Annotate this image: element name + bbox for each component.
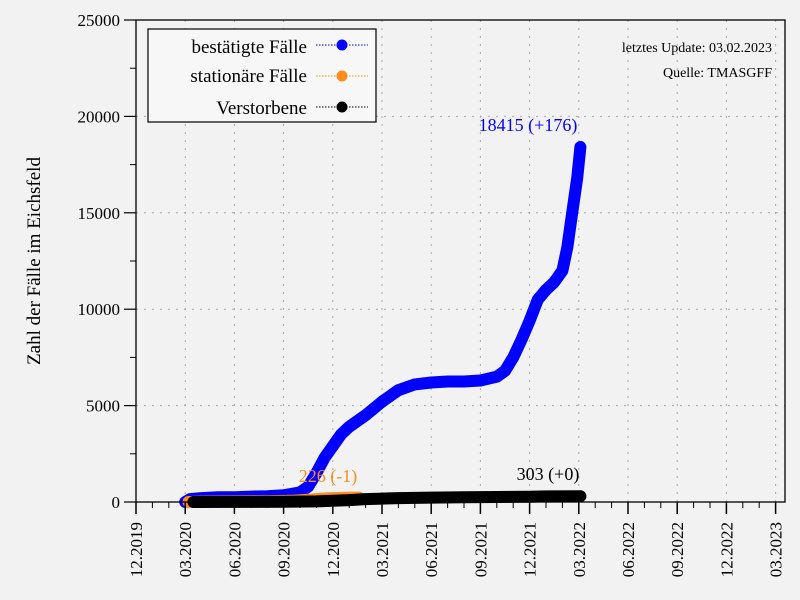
legend-item-hospital: stationäre Fälle xyxy=(190,66,368,87)
x-tick-label: 06.2020 xyxy=(225,522,244,577)
update-note: letztes Update: 03.02.2023 xyxy=(622,41,772,56)
y-tick-label: 20000 xyxy=(78,107,121,126)
y-axis: 0 5000 10000 15000 20000 25000 xyxy=(78,11,136,512)
x-tick-label: 03.2023 xyxy=(767,522,786,577)
y-tick-label: 0 xyxy=(112,493,121,512)
legend-marker-icon xyxy=(336,39,348,51)
x-tick-label: 06.2021 xyxy=(422,522,441,577)
legend-label: Verstorbene xyxy=(216,98,307,119)
x-tick-label: 09.2022 xyxy=(668,522,687,577)
x-tick-label: 03.2021 xyxy=(373,522,392,577)
x-tick-label: 12.2022 xyxy=(717,522,736,577)
x-axis: 12.2019 03.2020 06.2020 09.2020 12.2020 03.20… xyxy=(127,502,786,577)
x-tick-label: 06.2022 xyxy=(619,522,638,577)
legend-label: bestätigte Fälle xyxy=(191,37,307,58)
legend: bestätigte Fälle stationäre Fälle Versto… xyxy=(147,28,377,123)
legend-item-confirmed: bestätigte Fälle xyxy=(191,37,368,58)
hospital-end-label: 226 (-1) xyxy=(299,466,357,487)
y-tick-label: 25000 xyxy=(78,11,121,30)
y-tick-label: 15000 xyxy=(78,204,121,223)
y-tick-label: 10000 xyxy=(78,300,121,319)
x-tick-label: 03.2020 xyxy=(176,522,195,577)
legend-label: stationäre Fälle xyxy=(190,66,307,87)
x-tick-label: 12.2019 xyxy=(127,522,146,577)
x-tick-label: 09.2021 xyxy=(471,522,490,577)
y-axis-label: Zahl der Fälle im Eichsfeld xyxy=(24,157,45,365)
series-line xyxy=(179,141,587,508)
series-layer xyxy=(179,141,587,508)
x-tick-label: 09.2020 xyxy=(275,522,294,577)
y-tick-label: 5000 xyxy=(86,397,120,416)
legend-item-deaths: Verstorbene xyxy=(216,98,368,119)
x-tick-label: 12.2021 xyxy=(521,522,540,577)
legend-marker-icon xyxy=(336,70,348,82)
legend-marker-icon xyxy=(336,101,348,113)
x-tick-label: 12.2020 xyxy=(324,522,343,577)
confirmed-end-label: 18415 (+176) xyxy=(479,115,578,136)
series-line xyxy=(187,490,587,508)
source-note: Quelle: TMASGFF xyxy=(663,66,772,81)
x-tick-label: 03.2022 xyxy=(570,522,589,577)
deaths-end-label: 303 (+0) xyxy=(517,464,580,485)
